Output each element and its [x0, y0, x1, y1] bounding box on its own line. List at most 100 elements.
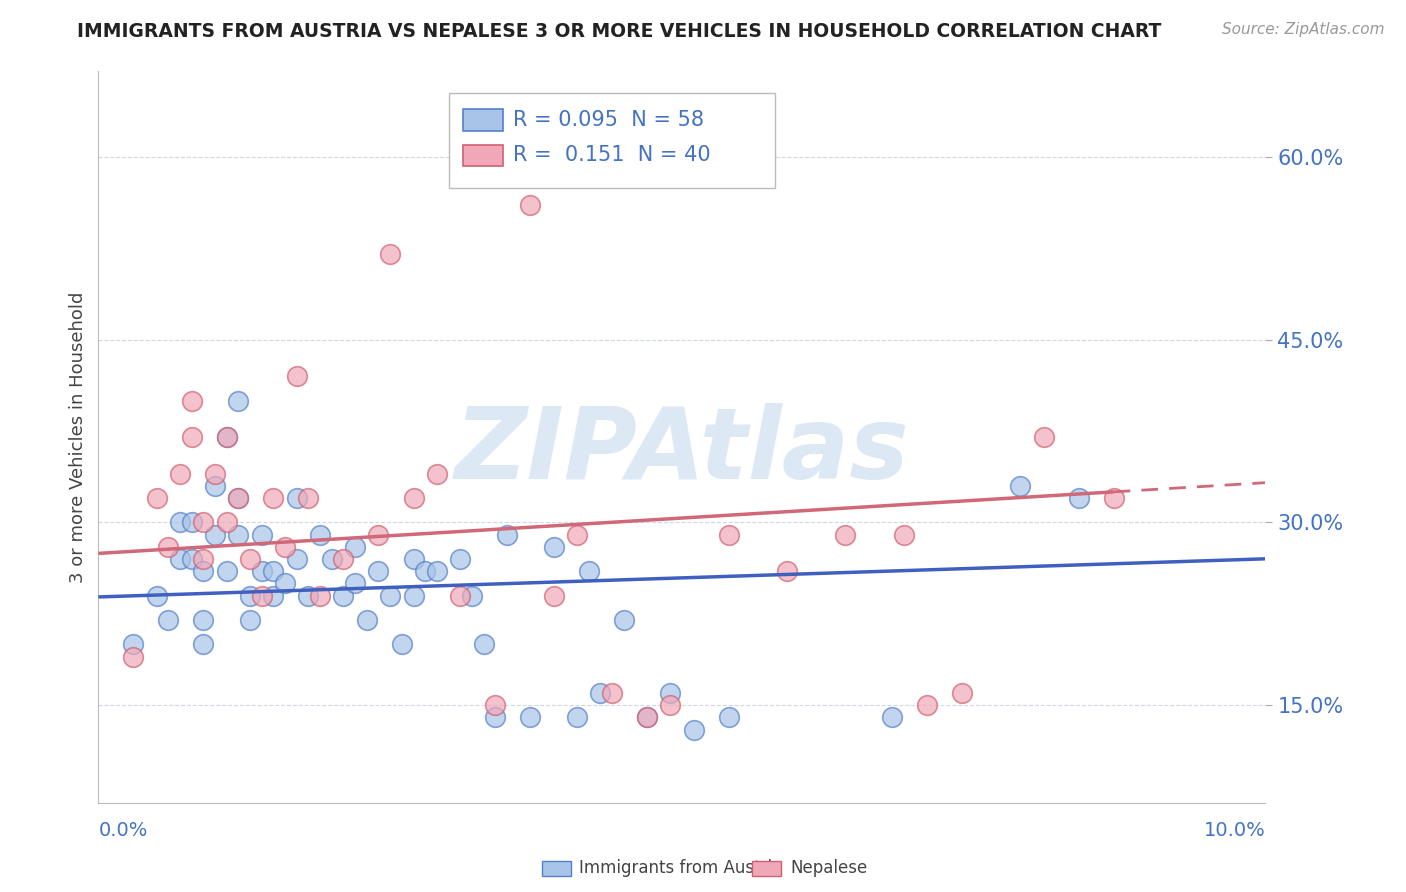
- Point: [893, 527, 915, 541]
- Point: [274, 540, 297, 554]
- Point: [204, 479, 226, 493]
- Point: [449, 552, 471, 566]
- Point: [367, 564, 389, 578]
- Point: [169, 552, 191, 566]
- Point: [169, 467, 191, 481]
- Point: [380, 247, 402, 261]
- Point: [367, 527, 389, 541]
- Point: [776, 564, 799, 578]
- Point: [461, 589, 484, 603]
- Bar: [541, 862, 571, 876]
- Point: [215, 516, 238, 530]
- Point: [717, 527, 740, 541]
- Bar: [752, 862, 782, 876]
- Point: [600, 686, 623, 700]
- Point: [193, 516, 215, 530]
- Text: 10.0%: 10.0%: [1204, 821, 1265, 839]
- Point: [157, 613, 180, 627]
- Point: [565, 527, 588, 541]
- Point: [344, 540, 367, 554]
- Text: Nepalese: Nepalese: [790, 859, 868, 877]
- Point: [204, 467, 226, 481]
- Point: [834, 527, 856, 541]
- Point: [262, 564, 284, 578]
- Point: [297, 491, 319, 505]
- Point: [565, 710, 588, 724]
- Point: [344, 576, 367, 591]
- Bar: [463, 145, 503, 167]
- Point: [180, 430, 202, 444]
- Point: [193, 637, 215, 651]
- Point: [426, 564, 449, 578]
- Point: [215, 430, 238, 444]
- Point: [717, 710, 740, 724]
- Point: [122, 637, 145, 651]
- Point: [193, 564, 215, 578]
- Bar: [463, 110, 503, 131]
- Point: [169, 516, 191, 530]
- Point: [659, 686, 682, 700]
- Point: [228, 527, 250, 541]
- Point: [682, 723, 704, 737]
- Point: [239, 589, 262, 603]
- Text: Source: ZipAtlas.com: Source: ZipAtlas.com: [1222, 22, 1385, 37]
- Point: [122, 649, 145, 664]
- Point: [589, 686, 612, 700]
- Point: [519, 710, 541, 724]
- Point: [950, 686, 973, 700]
- Point: [250, 589, 273, 603]
- Point: [250, 564, 273, 578]
- Point: [402, 552, 425, 566]
- Point: [636, 710, 658, 724]
- Point: [309, 589, 332, 603]
- Y-axis label: 3 or more Vehicles in Household: 3 or more Vehicles in Household: [69, 292, 87, 582]
- Point: [380, 589, 402, 603]
- Point: [356, 613, 378, 627]
- Point: [239, 613, 262, 627]
- Point: [157, 540, 180, 554]
- Point: [228, 393, 250, 408]
- Point: [297, 589, 319, 603]
- Point: [204, 527, 226, 541]
- Point: [426, 467, 449, 481]
- Point: [262, 589, 284, 603]
- Point: [413, 564, 436, 578]
- Point: [146, 491, 169, 505]
- Point: [180, 393, 202, 408]
- Point: [1102, 491, 1125, 505]
- Point: [612, 613, 634, 627]
- Point: [543, 589, 565, 603]
- Text: R = 0.095  N = 58: R = 0.095 N = 58: [513, 110, 703, 129]
- Point: [332, 589, 354, 603]
- Point: [484, 710, 506, 724]
- Point: [402, 491, 425, 505]
- Point: [250, 527, 273, 541]
- Point: [285, 552, 308, 566]
- Point: [193, 552, 215, 566]
- Point: [915, 698, 938, 713]
- Point: [228, 491, 250, 505]
- Point: [215, 564, 238, 578]
- Point: [262, 491, 284, 505]
- Point: [880, 710, 903, 724]
- Point: [1067, 491, 1090, 505]
- Point: [519, 198, 541, 212]
- Text: ZIPAtlas: ZIPAtlas: [454, 403, 910, 500]
- Point: [274, 576, 297, 591]
- Point: [543, 540, 565, 554]
- Point: [472, 637, 495, 651]
- Text: Immigrants from Austria: Immigrants from Austria: [579, 859, 783, 877]
- Point: [659, 698, 682, 713]
- Point: [146, 589, 169, 603]
- Point: [193, 613, 215, 627]
- Point: [636, 710, 658, 724]
- Point: [402, 589, 425, 603]
- Point: [215, 430, 238, 444]
- Point: [321, 552, 343, 566]
- Point: [285, 491, 308, 505]
- Point: [449, 589, 471, 603]
- FancyBboxPatch shape: [449, 94, 775, 188]
- Point: [1032, 430, 1054, 444]
- Point: [484, 698, 506, 713]
- Point: [332, 552, 354, 566]
